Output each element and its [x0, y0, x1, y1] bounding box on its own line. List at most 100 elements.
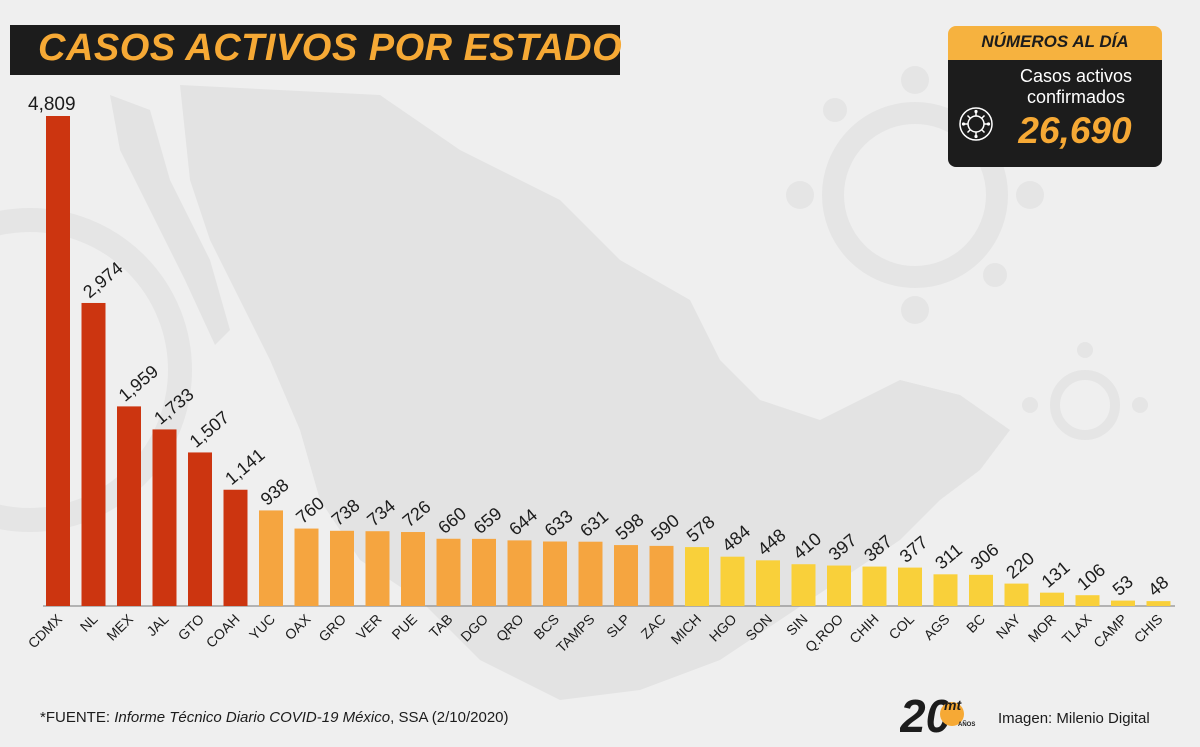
panel-subtitle-line2: confirmados: [1026, 87, 1126, 107]
tick-label: Q.ROO: [802, 611, 846, 655]
tick-label: BCS: [530, 611, 562, 643]
bar-mex: [117, 406, 141, 606]
source-prefix: *FUENTE:: [40, 709, 115, 726]
data-label: 131: [1038, 557, 1074, 592]
bar-cdmx: [46, 116, 70, 606]
data-label: 448: [754, 525, 790, 560]
bar-chis: [1146, 601, 1171, 606]
tick-label: JAL: [143, 611, 172, 640]
tick-label: PUE: [388, 611, 420, 643]
virus-spikes-icon: [786, 66, 1148, 413]
data-label: 1,507: [186, 407, 233, 451]
bar-q-roo: [827, 565, 851, 606]
bar-nl: [81, 302, 106, 606]
tick-label: GRO: [315, 611, 349, 645]
tick-label: CHIH: [846, 611, 882, 647]
bar-mor: [1040, 592, 1064, 606]
bar-bcs: [543, 541, 567, 606]
panel-body: Casos activos confirmados 26,690: [948, 60, 1162, 167]
bar-coah: [223, 489, 248, 606]
bar-chih: [862, 566, 887, 606]
tick-label: TLAX: [1059, 610, 1096, 647]
tick-label: SIN: [783, 611, 811, 639]
tick-label: MEX: [103, 610, 136, 643]
data-label: 590: [647, 510, 683, 545]
chart-title-box: CASOS ACTIVOS POR ESTADO: [10, 25, 622, 75]
numbers-panel: NÚMEROS AL DÍA Casos activos confirmados…: [948, 26, 1162, 167]
bar-col: [898, 567, 922, 606]
data-label: 306: [967, 539, 1003, 574]
source-report: Informe Técnico Diario COVID-19 México: [114, 709, 391, 726]
virus-icon: [0, 102, 1120, 532]
panel-subtitle-line1: Casos activos: [1019, 66, 1133, 86]
logo-brand: mt: [944, 697, 962, 713]
logo-years: AÑOS: [958, 721, 975, 728]
data-label: 2,974: [79, 258, 126, 302]
data-label: 760: [292, 493, 328, 528]
data-label: 598: [612, 509, 648, 544]
data-label: 631: [576, 506, 612, 541]
tick-label: MOR: [1025, 611, 1059, 645]
virus-icon: [959, 107, 993, 141]
tick-label: SON: [742, 611, 775, 644]
bar-mich: [685, 547, 709, 606]
data-label: 377: [896, 532, 932, 567]
data-label: 726: [399, 496, 435, 531]
data-label: 660: [434, 503, 470, 538]
bar-ver: [365, 531, 390, 606]
tick-label: COAH: [203, 611, 243, 651]
bar-yuc: [259, 510, 283, 606]
tick-label: YUC: [246, 611, 278, 643]
bar-oax: [294, 528, 319, 606]
bar-nay: [1004, 583, 1029, 606]
data-label: 106: [1073, 560, 1109, 595]
data-label: 734: [363, 496, 399, 531]
tick-label: TAMPS: [553, 611, 598, 656]
tick-label: ZAC: [638, 611, 669, 642]
tick-label: CAMP: [1090, 611, 1130, 651]
tick-label: DGO: [457, 611, 491, 645]
data-label: 738: [328, 495, 364, 530]
tick-label: HGO: [706, 611, 740, 645]
tick-label: NAY: [993, 610, 1024, 641]
data-label: 578: [683, 512, 719, 547]
bar-slp: [614, 545, 638, 606]
tick-label: COL: [885, 611, 917, 643]
source-footnote: *FUENTE: Informe Técnico Diario COVID-19…: [40, 709, 509, 726]
data-label: 938: [257, 475, 293, 510]
data-label: 53: [1109, 571, 1137, 599]
bar-ags: [933, 574, 958, 606]
bar-sin: [791, 564, 816, 606]
bar-gro: [330, 530, 354, 606]
source-suffix: , SSA (2/10/2020): [390, 709, 509, 726]
tick-label: SLP: [603, 611, 633, 641]
bar-tlax: [1075, 595, 1100, 606]
tick-label: VER: [353, 611, 385, 643]
data-label: 4,809: [28, 94, 76, 115]
data-label: 410: [789, 529, 825, 564]
data-label: 48: [1144, 572, 1172, 600]
bar-bc: [969, 574, 993, 606]
panel-header: NÚMEROS AL DÍA: [948, 26, 1162, 60]
tick-label: CDMX: [25, 610, 66, 651]
bar-camp: [1111, 600, 1135, 606]
data-label: 644: [505, 505, 541, 540]
data-label: 1,733: [150, 384, 197, 428]
tick-label: MICH: [668, 611, 705, 648]
baja-california-shape: [110, 95, 230, 345]
bar-dgo: [472, 538, 496, 606]
data-label: 633: [541, 506, 577, 541]
logo-badge: [940, 702, 964, 726]
data-label: 659: [470, 503, 506, 538]
bar-pue: [401, 532, 425, 606]
data-label: 387: [860, 531, 896, 566]
data-label: 1,141: [221, 445, 268, 489]
bar-hgo: [720, 556, 745, 606]
tick-label: OAX: [281, 610, 314, 643]
data-label: 484: [718, 521, 754, 556]
total-cases: 26,690: [1018, 110, 1132, 151]
bar-gto: [188, 452, 212, 606]
data-label: 397: [825, 530, 861, 565]
milenio-20-logo: 20 mt AÑOS: [900, 690, 975, 738]
